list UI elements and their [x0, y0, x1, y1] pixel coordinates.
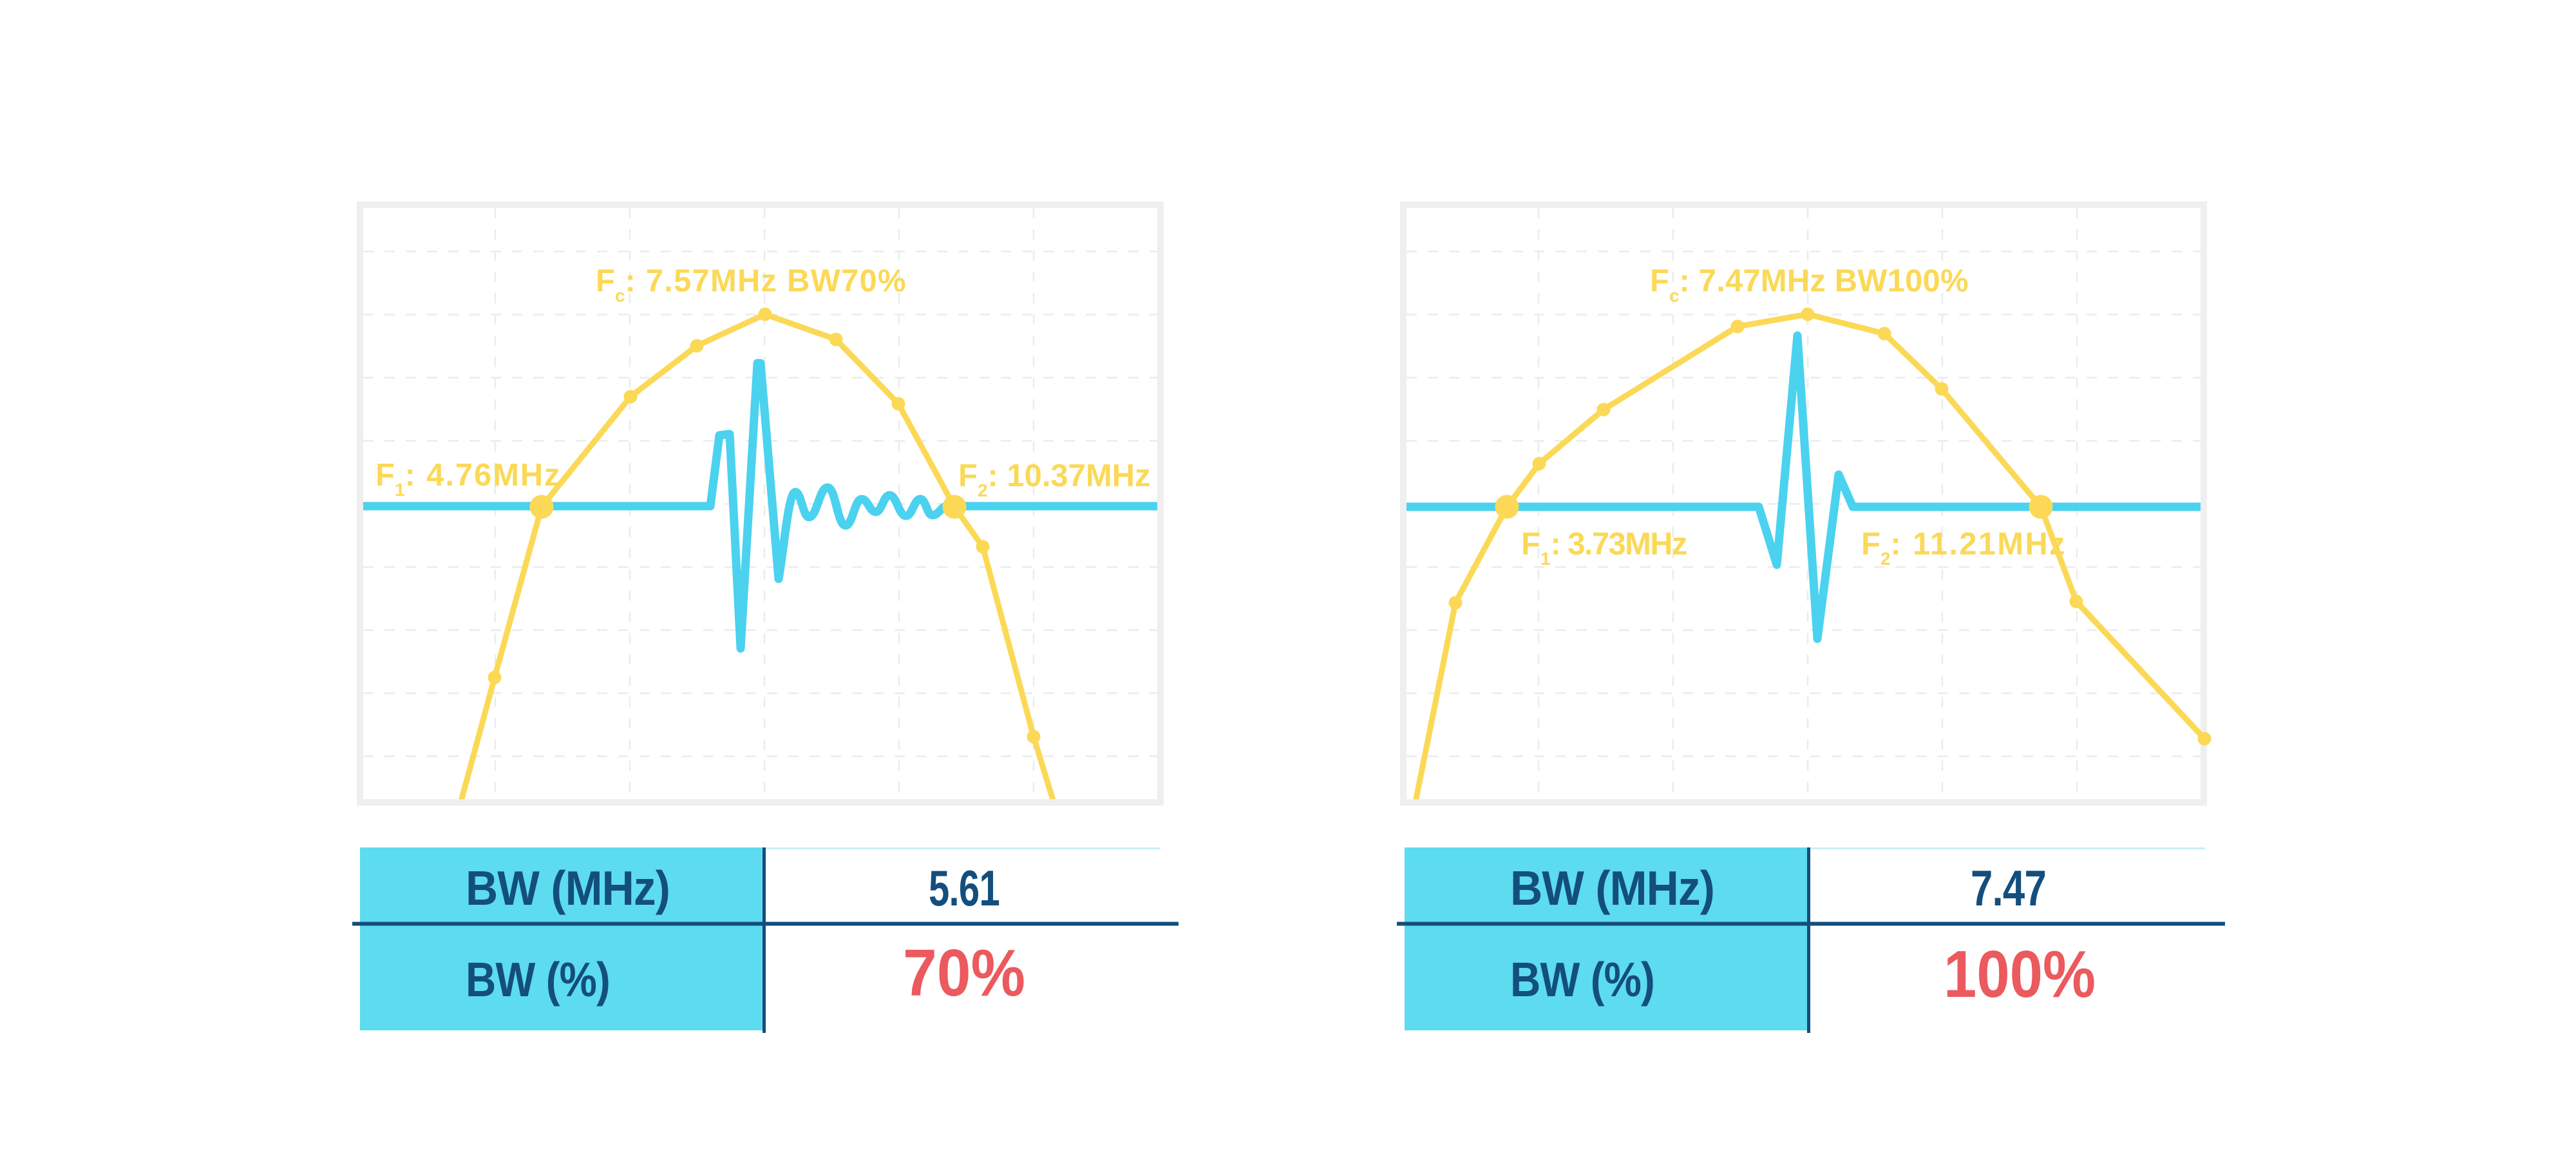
svg-text:5.61: 5.61	[929, 860, 999, 916]
svg-text:BW (MHz): BW (MHz)	[466, 861, 670, 915]
svg-text:7.47: 7.47	[1971, 860, 2046, 916]
svg-text:70%: 70%	[903, 936, 1025, 1010]
svg-text:BW (%): BW (%)	[1510, 952, 1654, 1007]
svg-text:BW (MHz): BW (MHz)	[1510, 861, 1714, 915]
svg-text:100%: 100%	[1944, 937, 2096, 1011]
svg-text:BW (%): BW (%)	[466, 952, 610, 1007]
